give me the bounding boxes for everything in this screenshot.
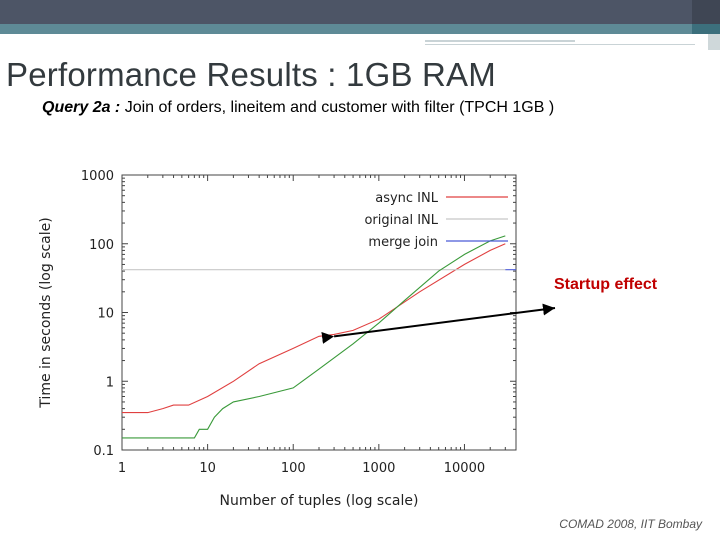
series-line-unlabeled [122, 235, 506, 439]
chart-container: 1 10 100 1000 10000 1000 100 10 1 0.1 Number of tu… [30, 160, 720, 520]
x-tick-label: 10000 [444, 461, 485, 476]
x-tick-label: 1000 [362, 461, 395, 476]
query-label: Query 2a : [42, 99, 121, 116]
query-description: Join of orders, lineitem and customer wi… [120, 99, 555, 116]
x-tick-label: 10 [199, 461, 216, 476]
y-tick-label: 1000 [81, 169, 114, 184]
chart-legend: async INL original INL merge join [364, 191, 508, 250]
legend-label: merge join [368, 235, 438, 250]
annotation-arrow-layer [321, 303, 556, 344]
y-tick-label: 10 [97, 307, 114, 322]
header-rule-lines [425, 36, 720, 50]
slide-subtitle: Query 2a : Join of orders, lineitem and … [42, 97, 602, 118]
legend-label: original INL [364, 213, 438, 228]
y-tick-label: 1 [106, 375, 114, 390]
startup-effect-annotation: Startup effect [554, 276, 658, 293]
header-accent-band [0, 24, 720, 34]
slide-footer: COMAD 2008, IIT Bombay [559, 517, 702, 531]
annotation-arrow [321, 303, 556, 344]
performance-chart: 1 10 100 1000 10000 1000 100 10 1 0.1 Number of tu… [38, 169, 556, 509]
y-tick-label: 0.1 [93, 444, 114, 459]
header-rule [425, 44, 695, 45]
header-bar [0, 0, 720, 24]
legend-label: async INL [375, 191, 439, 206]
x-tick-label: 1 [118, 461, 126, 476]
y-axis-label: Time in seconds (log scale) [38, 217, 54, 408]
chart-series-layer [122, 235, 516, 439]
header-rule [425, 40, 575, 42]
chart-axes: 1 10 100 1000 10000 1000 100 10 1 0.1 Number of tu… [38, 169, 517, 509]
plot-frame [121, 174, 517, 451]
slide-title: Performance Results : 1GB RAM [6, 56, 496, 93]
y-tick-label: 100 [89, 238, 114, 253]
header-accent-segment [692, 24, 720, 34]
header-corner-block [692, 0, 720, 24]
x-axis-label: Number of tuples (log scale) [220, 493, 419, 509]
x-tick-label: 100 [281, 461, 306, 476]
header-side-block [708, 34, 720, 50]
series-line-async-inl [122, 243, 506, 414]
